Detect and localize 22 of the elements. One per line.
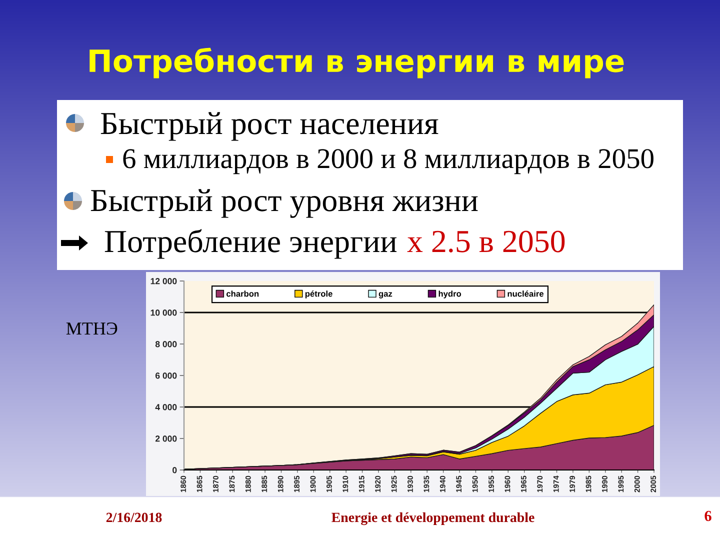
- y-tick-label: 10 000: [150, 310, 177, 316]
- legend-label: hydro: [438, 290, 462, 298]
- legend-label: pétrole: [305, 290, 332, 298]
- chart-title: Потребности в энергии в мире: [90, 48, 624, 78]
- text: Быстрый рост населения: [100, 112, 438, 141]
- text: x 2.5 в 2050: [407, 230, 565, 252]
- y-axis-title: МТНЭ: [66, 322, 118, 335]
- text: 2/16/2018: [106, 512, 162, 522]
- text: Energie et développement durable: [332, 512, 534, 526]
- y-tick-label: 4 000: [155, 404, 177, 410]
- y-tick-label: 8 000: [155, 341, 177, 348]
- text: 6: [704, 510, 712, 522]
- y-tick-label: 12 000: [150, 278, 177, 284]
- y-tick-label: 6 000: [155, 372, 177, 379]
- y-tick-label: 0: [172, 467, 177, 474]
- text: 6 миллиардов в 2000 и 8 миллиардов в 2050: [123, 149, 654, 174]
- text: Потребление энергии: [104, 229, 397, 259]
- legend-label: gaz: [378, 292, 392, 298]
- legend-label: nucléaire: [508, 290, 544, 297]
- text: Быстрый рост уровня жизни: [90, 189, 478, 218]
- y-tick-label: 2 000: [155, 436, 177, 442]
- legend-label: charbon: [226, 290, 259, 297]
